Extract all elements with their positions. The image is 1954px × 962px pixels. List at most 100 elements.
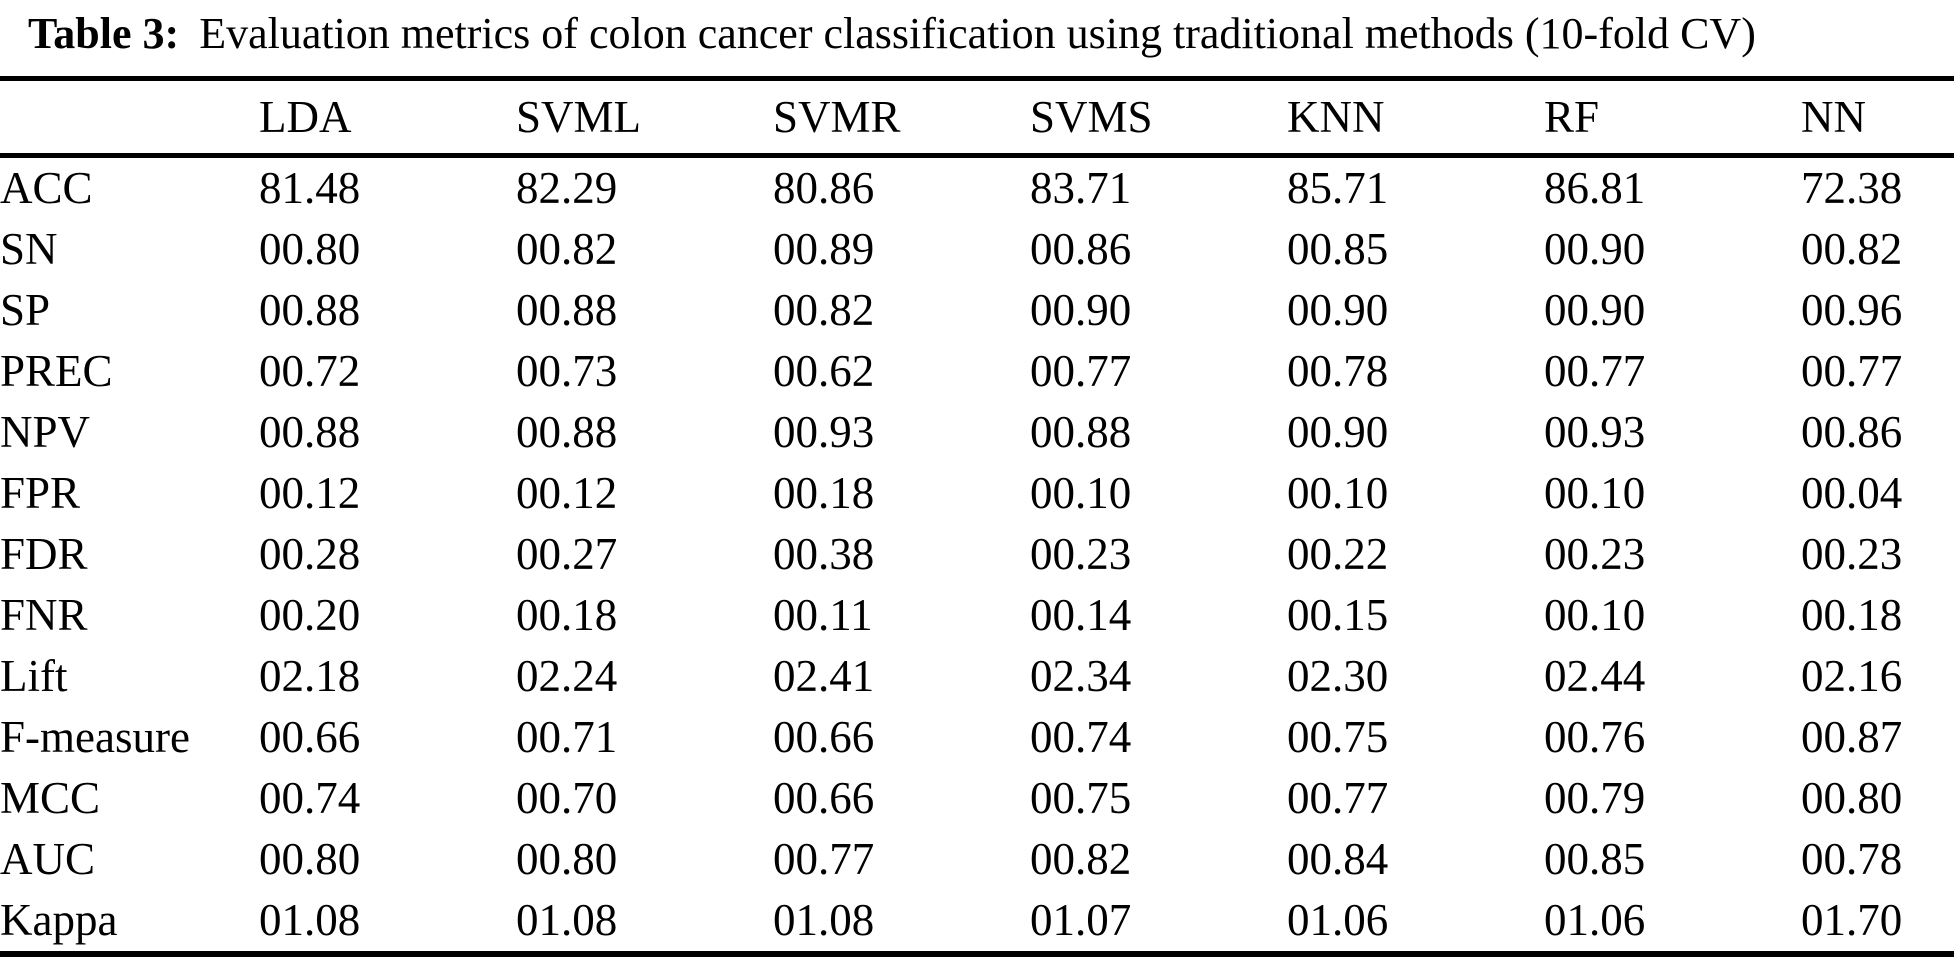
row-label: FNR bbox=[0, 590, 88, 640]
table-row: Kappa 01.08 01.08 01.08 01.07 01.06 01.06 01.70 bbox=[0, 890, 1954, 954]
metric-value: 00.62 bbox=[773, 346, 875, 396]
metric-value: 86.81 bbox=[1544, 163, 1646, 213]
metric-value: 01.70 bbox=[1801, 895, 1903, 945]
metric-value: 00.20 bbox=[259, 590, 361, 640]
metric-value: 02.18 bbox=[259, 651, 361, 701]
table-row: Lift 02.18 02.24 02.41 02.34 02.30 02.44 02.16 bbox=[0, 646, 1954, 707]
table-row: MCC 00.74 00.70 00.66 00.75 00.77 00.79 00.80 bbox=[0, 768, 1954, 829]
metric-value: 00.82 bbox=[773, 285, 875, 335]
metric-value: 00.38 bbox=[773, 529, 875, 579]
row-label: Kappa bbox=[0, 895, 118, 945]
metric-value: 02.30 bbox=[1287, 651, 1389, 701]
table-caption-label: Table 3: bbox=[28, 9, 180, 58]
metric-value: 00.76 bbox=[1544, 712, 1646, 762]
metric-value: 00.10 bbox=[1030, 468, 1132, 518]
metric-value: 72.38 bbox=[1801, 163, 1903, 213]
row-label: MCC bbox=[0, 773, 101, 823]
table-caption-text: Evaluation metrics of colon cancer class… bbox=[199, 9, 1756, 58]
metric-value: 00.86 bbox=[1030, 224, 1132, 274]
metric-value: 00.82 bbox=[516, 224, 618, 274]
metric-value: 00.90 bbox=[1544, 224, 1646, 274]
metric-value: 00.22 bbox=[1287, 529, 1389, 579]
metric-value: 00.15 bbox=[1287, 590, 1389, 640]
table-row: NPV 00.88 00.88 00.93 00.88 00.90 00.93 00.86 bbox=[0, 402, 1954, 463]
metric-value: 00.77 bbox=[1287, 773, 1389, 823]
row-label: AUC bbox=[0, 834, 96, 884]
metric-value: 02.24 bbox=[516, 651, 618, 701]
metric-value: 01.07 bbox=[1030, 895, 1132, 945]
table-row: FNR 00.20 00.18 00.11 00.14 00.15 00.10 00.18 bbox=[0, 585, 1954, 646]
metric-value: 00.04 bbox=[1801, 468, 1903, 518]
metric-value: 00.66 bbox=[773, 773, 875, 823]
metric-value: 00.18 bbox=[1801, 590, 1903, 640]
metric-value: 01.06 bbox=[1544, 895, 1646, 945]
metric-value: 00.82 bbox=[1801, 224, 1903, 274]
metric-value: 85.71 bbox=[1287, 163, 1389, 213]
metric-value: 00.90 bbox=[1287, 285, 1389, 335]
metric-value: 00.66 bbox=[773, 712, 875, 762]
metric-value: 00.80 bbox=[259, 224, 361, 274]
table-body: ACC 81.48 82.29 80.86 83.71 85.71 86.81 72.38 SN… bbox=[0, 156, 1954, 955]
metric-value: 00.28 bbox=[259, 529, 361, 579]
metric-value: 00.77 bbox=[1544, 346, 1646, 396]
metric-value: 02.34 bbox=[1030, 651, 1132, 701]
metric-value: 00.82 bbox=[1030, 834, 1132, 884]
metric-value: 00.96 bbox=[1801, 285, 1903, 335]
table-row: SP 00.88 00.88 00.82 00.90 00.90 00.90 00.96 bbox=[0, 280, 1954, 341]
evaluation-metrics-table: LDA SVML SVMR SVMS KNN RF NN ACC 81.48 82.29 80.8… bbox=[0, 76, 1954, 957]
metric-value: 00.88 bbox=[259, 285, 361, 335]
metric-value: 00.87 bbox=[1801, 712, 1903, 762]
table-row: AUC 00.80 00.80 00.77 00.82 00.84 00.85 00.78 bbox=[0, 829, 1954, 890]
metric-value: 81.48 bbox=[259, 163, 361, 213]
metric-value: 00.88 bbox=[259, 407, 361, 457]
metric-value: 00.77 bbox=[773, 834, 875, 884]
metric-value: 00.66 bbox=[259, 712, 361, 762]
metric-value: 00.88 bbox=[1030, 407, 1132, 457]
metric-value: 80.86 bbox=[773, 163, 875, 213]
metric-value: 00.78 bbox=[1287, 346, 1389, 396]
column-header-nn: NN bbox=[1801, 78, 1954, 158]
metric-value: 00.74 bbox=[259, 773, 361, 823]
metric-value: 00.89 bbox=[773, 224, 875, 274]
metric-value: 00.18 bbox=[773, 468, 875, 518]
metric-value: 00.74 bbox=[1030, 712, 1132, 762]
metric-value: 00.93 bbox=[1544, 407, 1646, 457]
metric-value: 02.41 bbox=[773, 651, 875, 701]
metric-value: 00.23 bbox=[1801, 529, 1903, 579]
metric-value: 00.78 bbox=[1801, 834, 1903, 884]
metric-value: 00.84 bbox=[1287, 834, 1389, 884]
column-header-svml: SVML bbox=[516, 78, 773, 158]
column-header-svmr: SVMR bbox=[773, 78, 1030, 158]
metric-value: 00.10 bbox=[1544, 590, 1646, 640]
column-header-knn: KNN bbox=[1287, 78, 1544, 158]
metric-value: 00.11 bbox=[773, 590, 873, 640]
metric-value: 82.29 bbox=[516, 163, 618, 213]
row-label: ACC bbox=[0, 163, 93, 213]
table-row: FDR 00.28 00.27 00.38 00.23 00.22 00.23 00.23 bbox=[0, 524, 1954, 585]
metric-value: 00.80 bbox=[1801, 773, 1903, 823]
table-header: LDA SVML SVMR SVMS KNN RF NN bbox=[0, 78, 1954, 158]
metric-value: 01.08 bbox=[773, 895, 875, 945]
metric-value: 00.75 bbox=[1030, 773, 1132, 823]
metric-value: 00.88 bbox=[516, 407, 618, 457]
metric-value: 00.72 bbox=[259, 346, 361, 396]
metric-value: 00.80 bbox=[259, 834, 361, 884]
column-header-lda: LDA bbox=[259, 78, 516, 158]
metric-value: 00.12 bbox=[259, 468, 361, 518]
metric-value: 01.06 bbox=[1287, 895, 1389, 945]
metric-value: 00.79 bbox=[1544, 773, 1646, 823]
metric-value: 00.18 bbox=[516, 590, 618, 640]
row-label: F-measure bbox=[0, 712, 190, 762]
table-row: FPR 00.12 00.12 00.18 00.10 00.10 00.10 00.04 bbox=[0, 463, 1954, 524]
metric-value: 01.08 bbox=[259, 895, 361, 945]
metric-value: 00.70 bbox=[516, 773, 618, 823]
metric-value: 00.85 bbox=[1544, 834, 1646, 884]
metric-value: 00.77 bbox=[1030, 346, 1132, 396]
metric-value: 00.73 bbox=[516, 346, 618, 396]
row-label: NPV bbox=[0, 407, 91, 457]
column-header-rf: RF bbox=[1544, 78, 1801, 158]
metric-value: 00.85 bbox=[1287, 224, 1389, 274]
header-row: LDA SVML SVMR SVMS KNN RF NN bbox=[0, 78, 1954, 158]
row-label: FPR bbox=[0, 468, 81, 518]
